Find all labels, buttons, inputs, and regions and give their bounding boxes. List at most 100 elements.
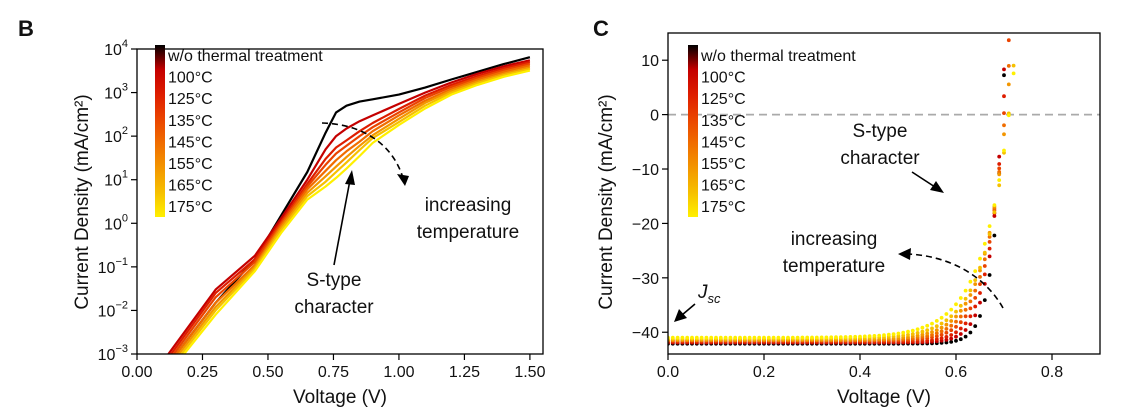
- data-point: [968, 306, 973, 311]
- series-points-c-2: [668, 94, 1006, 344]
- data-point: [670, 335, 675, 340]
- data-point: [987, 240, 992, 244]
- data-point: [762, 335, 766, 340]
- data-point: [963, 296, 968, 301]
- y-tick-label-b: 103: [104, 82, 128, 103]
- s-type-label-line2-b: character: [294, 297, 374, 318]
- data-point: [834, 335, 838, 340]
- data-point: [944, 330, 949, 335]
- y-tick-label-c: −10: [632, 162, 659, 179]
- data-point: [886, 332, 891, 337]
- data-point: [1011, 71, 1016, 76]
- data-point: [978, 256, 982, 261]
- data-point: [963, 307, 968, 312]
- data-point: [910, 328, 915, 333]
- data-point: [925, 334, 930, 338]
- data-point: [963, 321, 968, 326]
- legend-label-c: 165°C: [701, 178, 746, 195]
- data-point: [978, 282, 982, 286]
- data-point: [843, 335, 848, 339]
- data-point: [958, 320, 963, 325]
- data-point: [978, 300, 982, 305]
- data-point: [949, 319, 954, 323]
- increasing-label-line2-c: temperature: [783, 256, 885, 277]
- data-point: [675, 335, 680, 340]
- series-points-c-7: [668, 71, 1016, 340]
- series-line-b-5: [178, 66, 531, 354]
- data-point: [747, 335, 752, 340]
- panel-letter-c: C: [593, 16, 609, 41]
- data-point: [1006, 113, 1011, 118]
- x-ticks-b: 0.00 0.25 0.50 0.75 1.00 1.25 1.50: [121, 354, 546, 381]
- data-point: [968, 288, 973, 293]
- data-point: [810, 335, 814, 340]
- data-point: [992, 203, 997, 208]
- x-tick-label-c: 0.0: [657, 364, 679, 381]
- data-point: [944, 312, 949, 316]
- data-point: [978, 275, 982, 279]
- data-point: [757, 335, 762, 340]
- legend-label-b: 145°C: [168, 134, 213, 151]
- increasing-label-line1-b: increasing: [425, 195, 512, 216]
- data-point: [944, 327, 949, 331]
- data-point: [690, 335, 694, 340]
- data-point: [738, 335, 742, 340]
- data-point: [829, 335, 834, 340]
- x-tick-label-b: 0.00: [121, 364, 152, 381]
- series-line-b-7: [183, 69, 531, 354]
- series-line-b-2: [170, 61, 531, 354]
- data-point: [949, 307, 954, 312]
- jsc-label: Jsc: [697, 282, 721, 306]
- y-tick-label-c: 0: [650, 108, 659, 125]
- data-point: [954, 324, 958, 329]
- data-point: [795, 335, 800, 340]
- s-type-label-line2-c: character: [840, 148, 920, 169]
- y-tick-label-b: 100: [104, 212, 128, 233]
- data-point: [963, 328, 968, 332]
- series-line-b-3: [172, 62, 531, 354]
- data-point: [954, 334, 958, 339]
- data-point: [973, 282, 978, 286]
- data-point: [814, 335, 819, 340]
- data-point: [930, 321, 934, 326]
- increasing-label-line2-b: temperature: [417, 222, 519, 243]
- data-point: [958, 337, 963, 342]
- jsc-label-base: J: [697, 282, 708, 303]
- series-group-b: [167, 56, 531, 354]
- data-point: [963, 314, 968, 319]
- data-point: [987, 224, 992, 229]
- data-point: [958, 332, 963, 336]
- data-point: [910, 332, 915, 336]
- data-point: [699, 335, 704, 340]
- data-point: [925, 328, 930, 333]
- y-tick-label-b: 10−1: [98, 256, 128, 277]
- legend-colorbar-b: [155, 45, 165, 217]
- series-line-b-6: [180, 67, 531, 354]
- annotation-increasing-b: increasing temperature: [321, 122, 519, 243]
- x-tick-label-c: 0.4: [849, 364, 871, 381]
- data-point: [766, 335, 771, 340]
- x-tick-label-b: 0.50: [252, 364, 283, 381]
- chart-b: 0.00 0.25 0.50 0.75 1.00 1.25 1.50 10−310−210−…: [72, 38, 546, 408]
- data-point: [982, 250, 987, 255]
- data-point: [1006, 82, 1011, 87]
- data-point: [858, 334, 862, 339]
- data-point: [930, 330, 934, 334]
- y-axis-label-c: Current Density (mA/cm²): [596, 94, 617, 309]
- data-point: [934, 337, 939, 342]
- data-point: [968, 330, 973, 335]
- data-point: [987, 254, 992, 259]
- data-point: [925, 323, 930, 328]
- data-point: [982, 264, 987, 268]
- legend-label-c: w/o thermal treatment: [700, 48, 856, 65]
- data-point: [891, 332, 896, 336]
- annotation-increasing-c: increasing temperature: [783, 229, 1004, 309]
- data-point: [771, 335, 776, 340]
- data-point: [901, 333, 906, 338]
- s-type-label-line1-c: S-type: [853, 121, 908, 142]
- data-point: [978, 265, 982, 270]
- legend-label-b: w/o thermal treatment: [167, 48, 323, 65]
- x-axis-label-b: Voltage (V): [293, 387, 387, 408]
- annotation-s-type-b: S-type character: [294, 170, 374, 318]
- data-point: [1006, 64, 1011, 68]
